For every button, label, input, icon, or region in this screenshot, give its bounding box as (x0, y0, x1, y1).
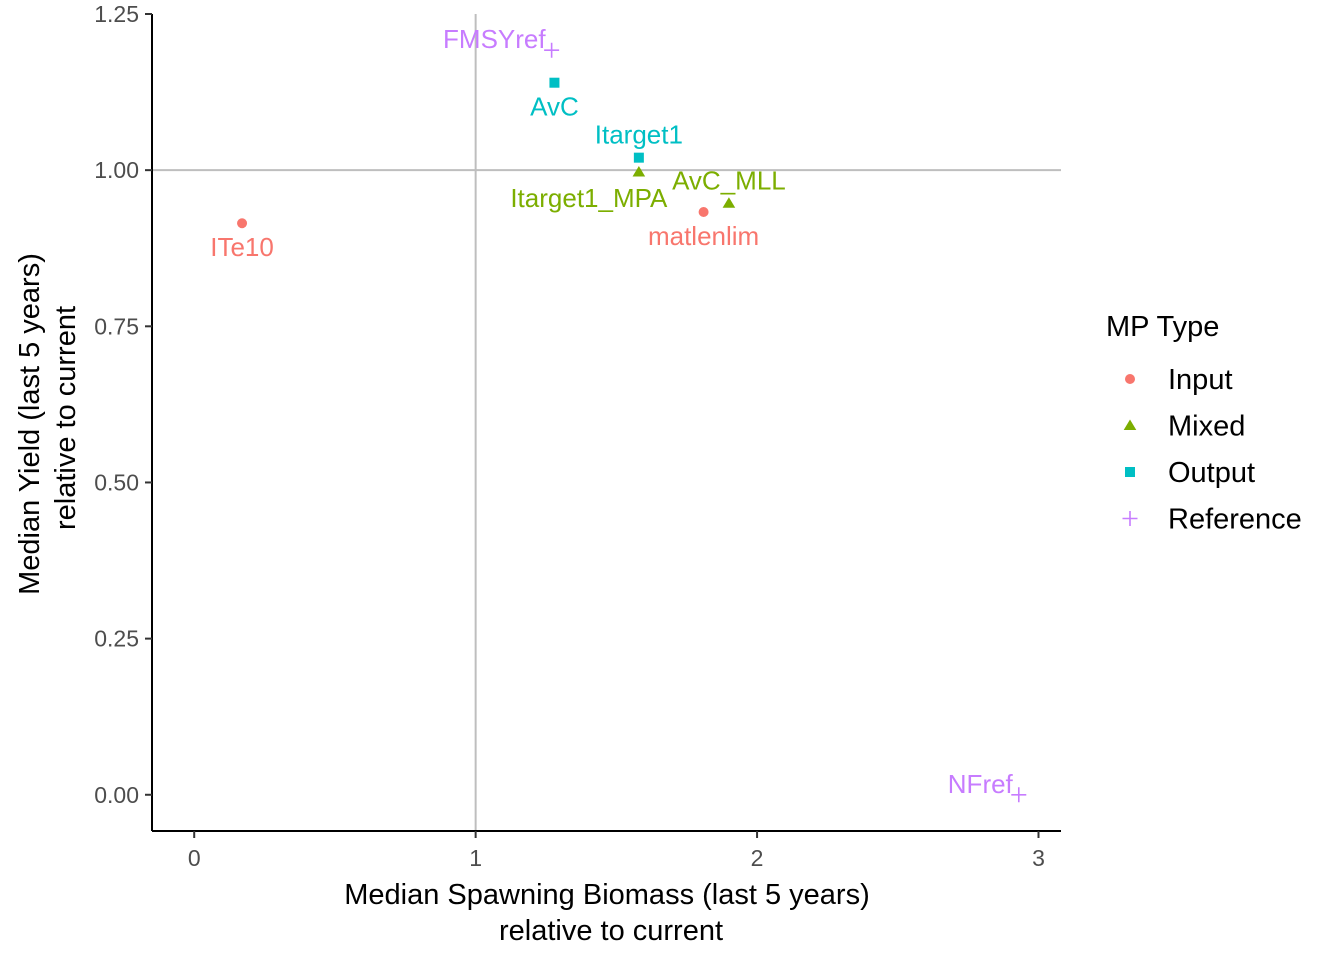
legend: MP Type Input Mixed Output Reference (1106, 311, 1302, 536)
x-tick-label: 3 (1032, 845, 1045, 871)
y-tick-label: 1.25 (94, 1, 139, 27)
y-axis-title-line-2: relative to current (50, 306, 82, 530)
y-axis-title-line-1: Median Yield (last 5 years) (14, 253, 46, 595)
legend-key-input (1125, 374, 1135, 384)
data-point-nfref (1011, 787, 1027, 803)
x-axis-title-line-2: relative to current (499, 915, 723, 947)
point-label: AvC_MLL (672, 165, 786, 195)
data-point-ite10 (237, 218, 248, 229)
legend-key-mixed (1123, 419, 1137, 430)
data-points (237, 42, 1027, 803)
point-label: NFref (948, 769, 1014, 799)
x-tick-label: 0 (188, 845, 201, 871)
data-point-avc-mll (722, 197, 736, 208)
legend-key-reference (1122, 511, 1138, 526)
data-point-itarget1 (633, 152, 644, 163)
legend-title: MP Type (1106, 311, 1219, 343)
point-label: ITe10 (210, 232, 274, 262)
point-label: AvC (530, 92, 579, 122)
reference-lines (152, 14, 1061, 831)
point-label: Itarget1 (595, 120, 683, 150)
data-point-itarget1-mpa (632, 166, 646, 177)
legend-key-output (1125, 467, 1135, 477)
point-labels: FMSYref AvC Itarget1 Itarget1_MPAAvC_MLLmat… (210, 24, 1013, 799)
legend-label-output: Output (1168, 457, 1255, 489)
data-point-avc (549, 77, 560, 88)
y-tick-label: 0.50 (94, 469, 139, 495)
data-point-matlenlim (698, 207, 709, 218)
y-axis-ticks: 0.00 0.25 0.50 0.75 1.00 1.25 (94, 1, 152, 808)
legend-label-input: Input (1168, 364, 1233, 396)
legend-label-reference: Reference (1168, 504, 1302, 536)
point-label: matlenlim (648, 221, 759, 251)
point-label: Itarget1_MPA (510, 183, 668, 213)
x-axis-ticks: 0 1 2 3 (188, 831, 1045, 871)
x-tick-label: 2 (751, 845, 764, 871)
y-tick-label: 0.75 (94, 313, 139, 339)
legend-label-mixed: Mixed (1168, 411, 1245, 443)
axes (151, 14, 1061, 832)
y-tick-label: 0.00 (94, 782, 139, 808)
point-label: FMSYref (443, 24, 546, 54)
y-tick-label: 0.25 (94, 626, 139, 652)
data-point-fmsyref (544, 42, 560, 58)
x-tick-label: 1 (469, 845, 482, 871)
y-tick-label: 1.00 (94, 157, 139, 183)
x-axis-title-line-1: Median Spawning Biomass (last 5 years) (344, 879, 869, 911)
